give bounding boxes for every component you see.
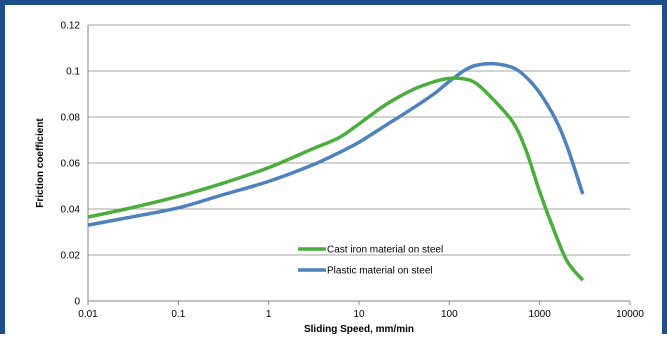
x-tick-label: 100 <box>441 309 458 320</box>
y-tick-label: 0.02 <box>61 251 81 262</box>
x-tick-label: 1 <box>266 309 272 320</box>
y-tick-label: 0.08 <box>61 113 81 124</box>
legend: Cast iron material on steel Plastic mater… <box>298 245 443 277</box>
y-axis-title: Friction coefficient <box>35 118 46 208</box>
y-tick-label: 0.1 <box>66 67 80 78</box>
x-tick-label: 0.1 <box>171 309 185 320</box>
x-tick-label: 0.01 <box>78 309 98 320</box>
x-tick-label: 1000 <box>529 309 552 320</box>
legend-label: Plastic material on steel <box>327 266 433 277</box>
y-tick-label: 0.04 <box>61 205 81 216</box>
axes <box>87 25 631 305</box>
series-line-cast-iron-material-on-steel <box>87 76 585 282</box>
friction-chart: 0 0.02 0.04 0.06 0.08 0.1 0.12 0.01 0.1 1 10 100 100… <box>35 21 645 336</box>
legend-label: Cast iron material on steel <box>327 245 443 256</box>
y-tick-label: 0.06 <box>61 159 81 170</box>
x-tick-label: 10000 <box>616 309 644 320</box>
y-tick-label: 0 <box>74 297 80 308</box>
series-line-plastic-material-on-steel <box>87 61 585 227</box>
y-tick-label: 0.12 <box>61 21 81 32</box>
x-tick-label: 10 <box>353 309 365 320</box>
x-axis-title: Sliding Speed, mm/min <box>304 324 414 335</box>
series-layer <box>87 61 585 282</box>
tick-labels: 0 0.02 0.04 0.06 0.08 0.1 0.12 0.01 0.1 1 10 100 100… <box>61 21 645 321</box>
